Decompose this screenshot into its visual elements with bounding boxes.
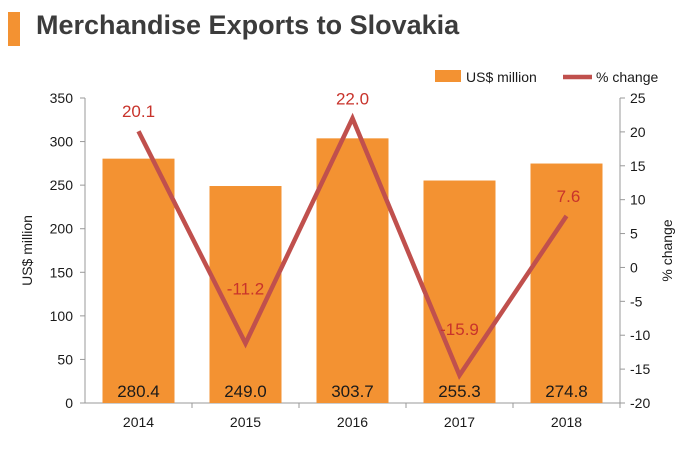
- y-tick-label-right: -15: [630, 361, 650, 377]
- legend-label-line: % change: [596, 69, 658, 85]
- y-tick-label-right: -5: [630, 293, 643, 309]
- line-value-label: 22.0: [336, 89, 369, 108]
- x-tick-label: 2016: [337, 414, 368, 430]
- bar: [316, 138, 389, 403]
- x-tick-label: 2014: [123, 414, 154, 430]
- x-tick-label: 2015: [230, 414, 261, 430]
- bar: [102, 158, 175, 403]
- y-axis-title-left: US$ million: [19, 215, 35, 286]
- x-tick-label: 2018: [551, 414, 582, 430]
- bar-value-label: 255.3: [438, 382, 481, 401]
- y-tick-label-left: 0: [65, 395, 73, 411]
- y-tick-label-right: 10: [630, 192, 646, 208]
- title-accent-bar: [8, 12, 20, 46]
- y-tick-label-right: -20: [630, 395, 650, 411]
- y-tick-label-left: 350: [50, 90, 74, 106]
- legend-swatch-bar: [435, 70, 461, 82]
- y-tick-label-right: 25: [630, 90, 646, 106]
- bar-value-label: 274.8: [545, 382, 588, 401]
- bar-value-label: 303.7: [331, 382, 374, 401]
- bar: [530, 163, 603, 403]
- line-value-label: 7.6: [557, 187, 581, 206]
- y-tick-label-right: 15: [630, 158, 646, 174]
- y-tick-label-left: 150: [50, 264, 74, 280]
- y-tick-label-left: 100: [50, 308, 74, 324]
- y-tick-label-left: 200: [50, 221, 74, 237]
- y-tick-label-left: 50: [57, 351, 73, 367]
- x-tick-label: 2017: [444, 414, 475, 430]
- y-tick-label-right: -10: [630, 327, 650, 343]
- line-series: [136, 112, 569, 380]
- line-value-label: 20.1: [122, 102, 155, 121]
- line-value-label: -11.2: [227, 279, 265, 298]
- bar: [423, 180, 496, 403]
- bar-value-label: 280.4: [117, 382, 160, 401]
- bar-value-label: 249.0: [224, 382, 267, 401]
- y-axis-title-right: % change: [659, 219, 675, 281]
- y-tick-label-left: 300: [50, 134, 74, 150]
- chart-title: Merchandise Exports to Slovakia: [36, 10, 460, 40]
- line-value-label: -15.9: [440, 320, 479, 339]
- legend-label-bar: US$ million: [466, 69, 537, 85]
- y-tick-label-right: 5: [630, 226, 638, 242]
- y-tick-label-right: 20: [630, 124, 646, 140]
- y-tick-label-right: 0: [630, 259, 638, 275]
- y-tick-label-left: 250: [50, 177, 74, 193]
